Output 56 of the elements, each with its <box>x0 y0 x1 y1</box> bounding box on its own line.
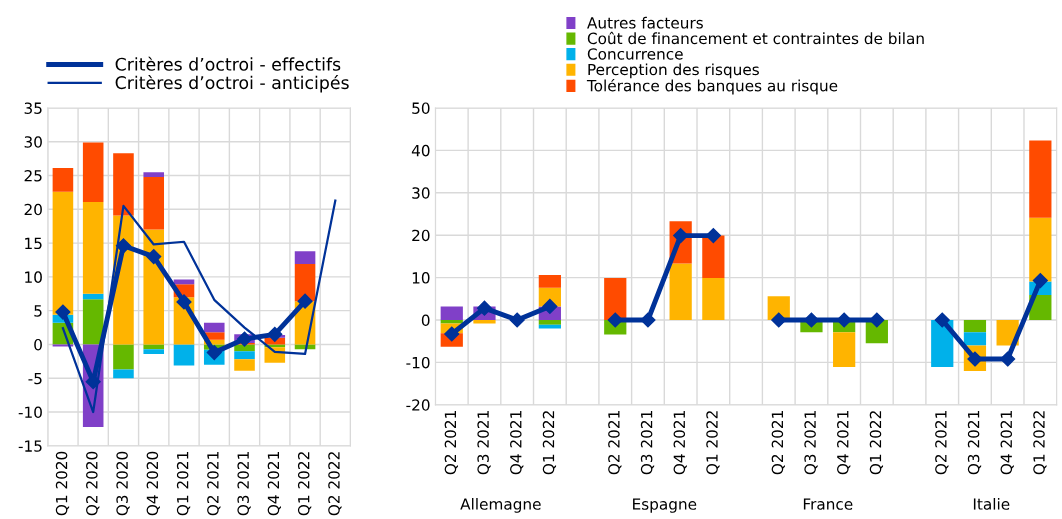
x-tick-label: Q3 2021 <box>477 411 491 475</box>
x-tick-label: Q3 2020 <box>116 451 130 516</box>
x-tick-label: Q2 2021 <box>444 411 458 475</box>
text: France <box>803 498 853 510</box>
x-tick-label: Q4 2021 <box>510 411 524 475</box>
x-tick-label: Q2 2021 <box>771 411 785 475</box>
x-tick-label: Q4 2021 <box>673 411 687 475</box>
x-tick-label: Q2 2020 <box>86 451 100 516</box>
x-tick-label: Q2 2021 <box>935 411 949 475</box>
y-tick-label: -10 <box>18 406 42 419</box>
y-tick-label: 35 <box>24 102 42 114</box>
text: Espagne <box>633 498 697 513</box>
x-tick-label: Q4 2021 <box>837 411 851 475</box>
legend-label: Tolérance des banques au risque <box>586 78 838 95</box>
x-tick-label: Q1 2022 <box>542 411 557 475</box>
y-tick-label: 10 <box>25 271 42 283</box>
legend-label: Critères d’octroi - effectifs <box>115 56 341 71</box>
legend-label: Critères d’octroi - anticipés <box>115 75 349 93</box>
x-tick-label: Q4 2021 <box>1000 411 1014 475</box>
x-tick-label: Q3 2021 <box>967 411 982 475</box>
y-tick-label: 5 <box>34 305 42 317</box>
x-tick-label: Q1 2021 <box>176 452 191 516</box>
x-tick-label: Q1 2022 <box>706 411 720 475</box>
x-tick-label: Q2 2022 <box>328 452 342 516</box>
text: Allemagne <box>460 497 541 513</box>
x-tick-label: Q1 2022 <box>869 411 884 475</box>
y-tick-label: 20 <box>412 229 430 242</box>
x-tick-label: Q2 2021 <box>207 452 221 516</box>
y-tick-label: 20 <box>24 203 42 216</box>
y-tick-label: 30 <box>24 136 42 148</box>
legend-label: Coût de financement et contraintes de bilan <box>587 31 924 45</box>
x-tick-label: Q3 2021 <box>640 411 655 475</box>
y-tick-label: 0 <box>421 314 430 327</box>
y-tick-label: 10 <box>412 272 430 284</box>
y-tick-label: 25 <box>24 169 42 182</box>
legend-label: Perception des risques <box>588 63 759 79</box>
y-tick-label: -10 <box>406 356 430 369</box>
y-tick-label: -15 <box>18 440 42 452</box>
x-tick-label: Q4 2020 <box>146 451 160 516</box>
y-tick-label: 50 <box>412 102 430 114</box>
x-tick-label: Q2 2021 <box>608 411 622 475</box>
x-tick-label: Q3 2021 <box>804 411 818 475</box>
x-tick-label: Q1 2022 <box>297 452 312 516</box>
y-tick-label: 15 <box>25 237 42 250</box>
y-tick-label: 30 <box>412 187 430 199</box>
x-tick-label: Q1 2022 <box>1033 411 1047 475</box>
legend-label: Autres facteurs <box>587 16 703 29</box>
y-tick-label: -5 <box>28 372 42 385</box>
y-tick-label: 40 <box>411 144 430 157</box>
y-tick-label: 0 <box>34 338 42 351</box>
text: Italie <box>973 497 1010 510</box>
x-tick-label: Q3 2021 <box>237 452 251 516</box>
legend-label: Concurrence <box>587 48 683 60</box>
x-tick-label: Q1 2020 <box>55 451 70 516</box>
x-tick-label: Q4 2021 <box>267 452 281 516</box>
y-tick-label: -20 <box>406 399 430 411</box>
